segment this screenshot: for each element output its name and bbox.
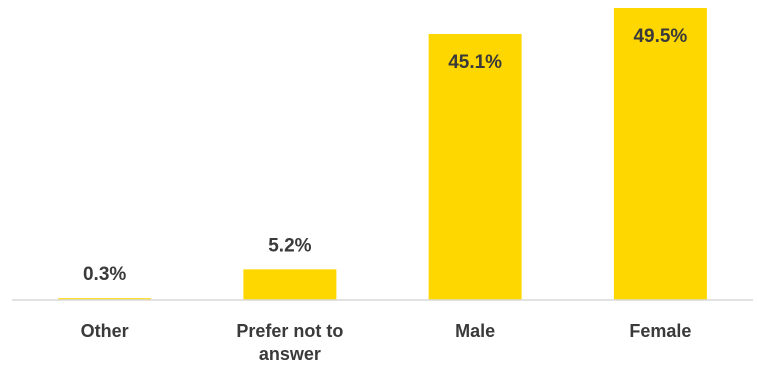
x-tick-label-prefer-not-to-answer: Prefer not to answer: [236, 321, 343, 364]
data-label-prefer-not-to-answer: 5.2%: [268, 235, 311, 256]
bars-layer: [58, 8, 707, 300]
data-label-female: 49.5%: [633, 26, 687, 47]
x-tick-label-line: Female: [629, 321, 691, 341]
x-tick-label-female: Female: [629, 321, 691, 341]
x-tick-label-line: Prefer not to: [236, 321, 343, 341]
x-tick-label-male: Male: [455, 321, 495, 341]
data-label-male: 45.1%: [448, 52, 502, 73]
data-label-other: 0.3%: [83, 264, 126, 285]
x-tick-label-line: answer: [259, 344, 321, 364]
x-tick-label-other: Other: [81, 321, 129, 341]
bar-female: [614, 8, 707, 300]
bar-prefer-not-to-answer: [243, 269, 336, 300]
x-tick-label-line: Male: [455, 321, 495, 341]
data-labels-layer: 0.3% 5.2% 45.1% 49.5%: [83, 26, 687, 285]
x-tick-label-line: Other: [81, 321, 129, 341]
x-tick-labels-layer: Other Prefer not to answer Male Female: [81, 321, 692, 364]
bar-male: [429, 34, 522, 300]
